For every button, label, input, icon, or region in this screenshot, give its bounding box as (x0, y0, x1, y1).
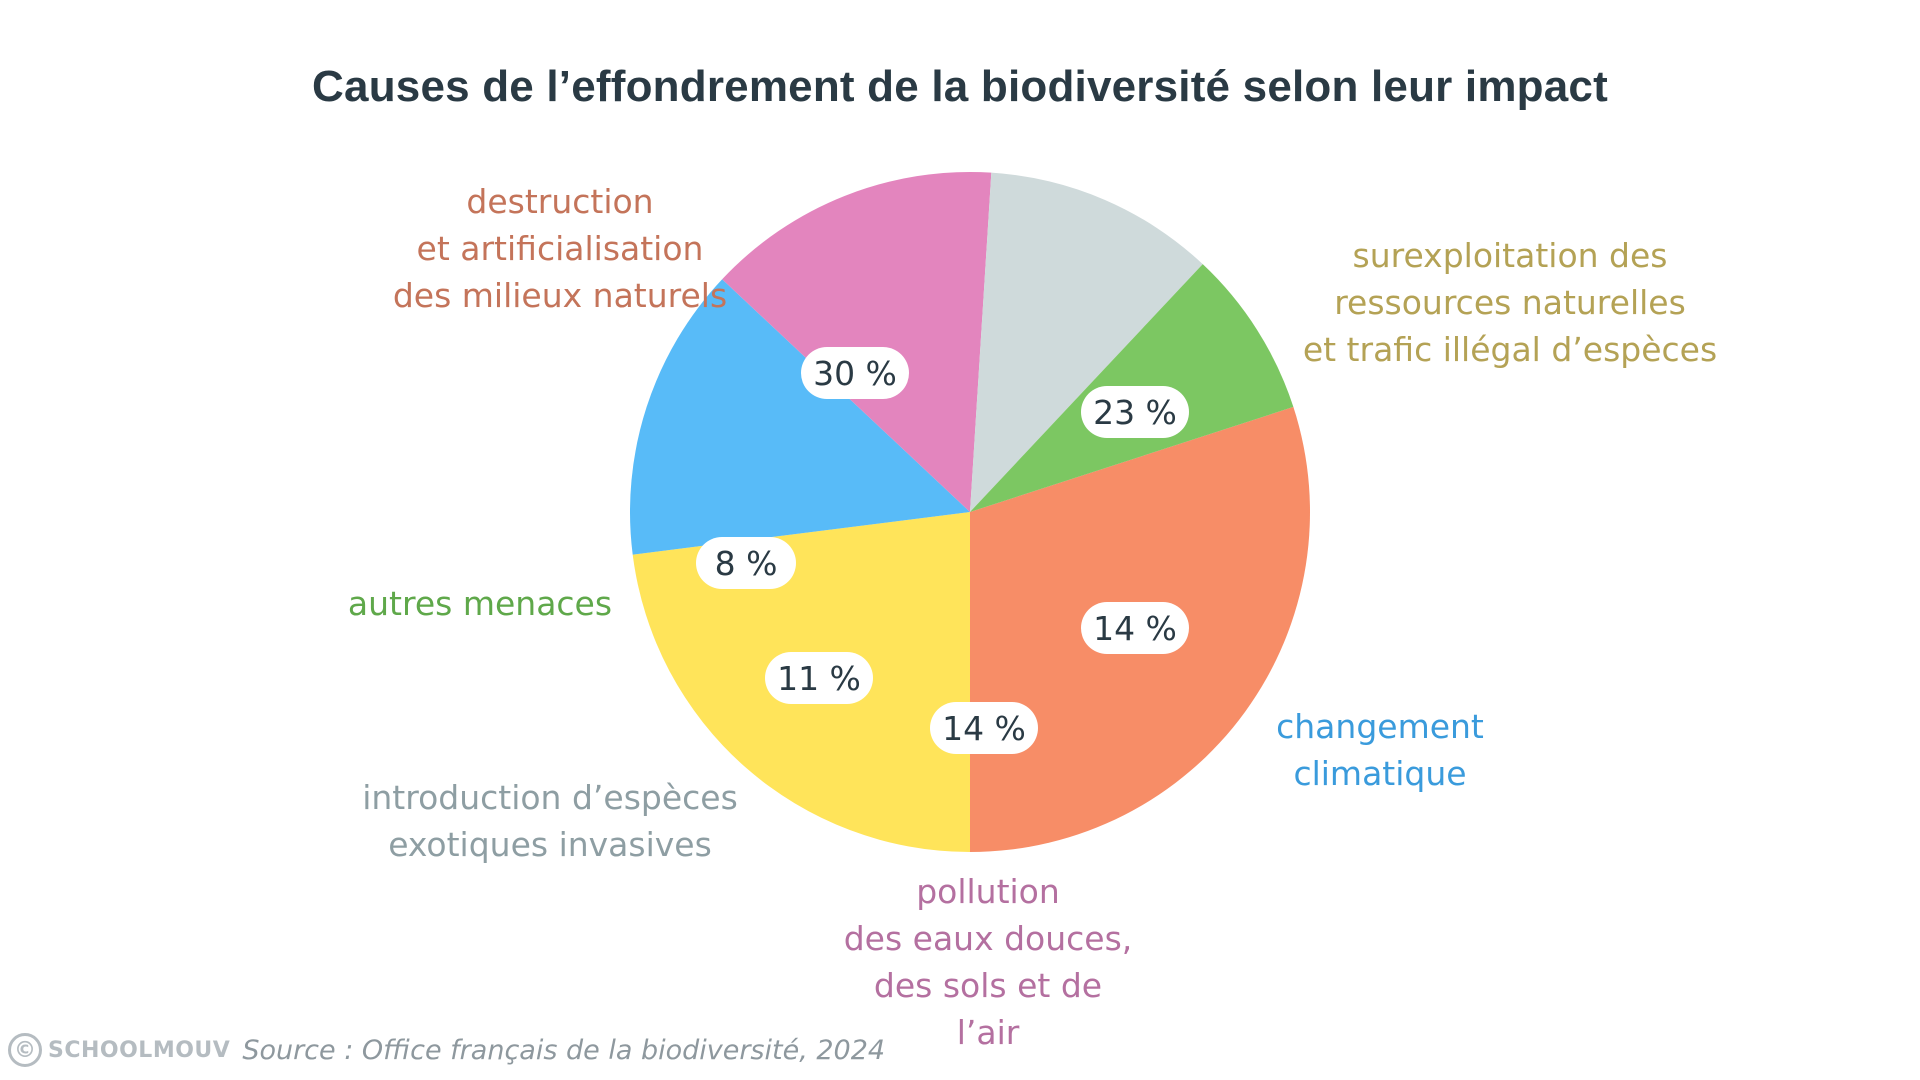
value-badge-4: 14 % (930, 702, 1038, 754)
category-label-4: pollution des eaux douces, des sols et d… (843, 872, 1133, 1052)
pie-slice-5 (970, 172, 1203, 513)
value-label: 11 % (777, 659, 861, 698)
pie-slice-3 (630, 279, 970, 555)
value-badge-bg (765, 652, 873, 704)
value-badges: 30 % 23 % 14 % 14 % 11 % 8 % (696, 347, 1189, 754)
value-badge-bg (1081, 386, 1189, 438)
value-label: 14 % (1093, 609, 1177, 648)
value-badge-1: 30 % (801, 347, 909, 399)
value-badge-6: 8 % (696, 537, 796, 589)
value-badge-bg (930, 702, 1038, 754)
footer: © SCHOOLMOUV Source : Office français de… (8, 1026, 885, 1074)
value-badge-bg (801, 347, 909, 399)
value-badge-5: 11 % (765, 652, 873, 704)
value-label: 23 % (1093, 393, 1177, 432)
value-label: 14 % (942, 709, 1026, 748)
category-label-5: introduction d’espèces exotiques invasiv… (362, 778, 738, 864)
source-note: Source : Office français de la biodivers… (242, 1034, 886, 1066)
category-label-6: autres menaces (347, 584, 613, 623)
category-label-2: surexploitation des ressources naturelle… (1302, 236, 1718, 369)
value-badge-2: 23 % (1081, 386, 1189, 438)
value-badge-bg (1081, 602, 1189, 654)
category-label-3: changement climatique (1276, 707, 1484, 793)
category-label-1: destruction et artificialisation des mil… (392, 182, 728, 315)
copyright-icon: © (8, 1033, 42, 1067)
chart-title: Causes de l’effondrement de la biodivers… (312, 62, 1608, 111)
pie-slice-4 (722, 172, 992, 512)
value-badge-3: 14 % (1081, 602, 1189, 654)
value-label: 8 % (715, 544, 778, 583)
brand-name: SCHOOLMOUV (48, 1037, 231, 1063)
value-badge-bg (696, 537, 796, 589)
value-label: 30 % (813, 354, 897, 393)
